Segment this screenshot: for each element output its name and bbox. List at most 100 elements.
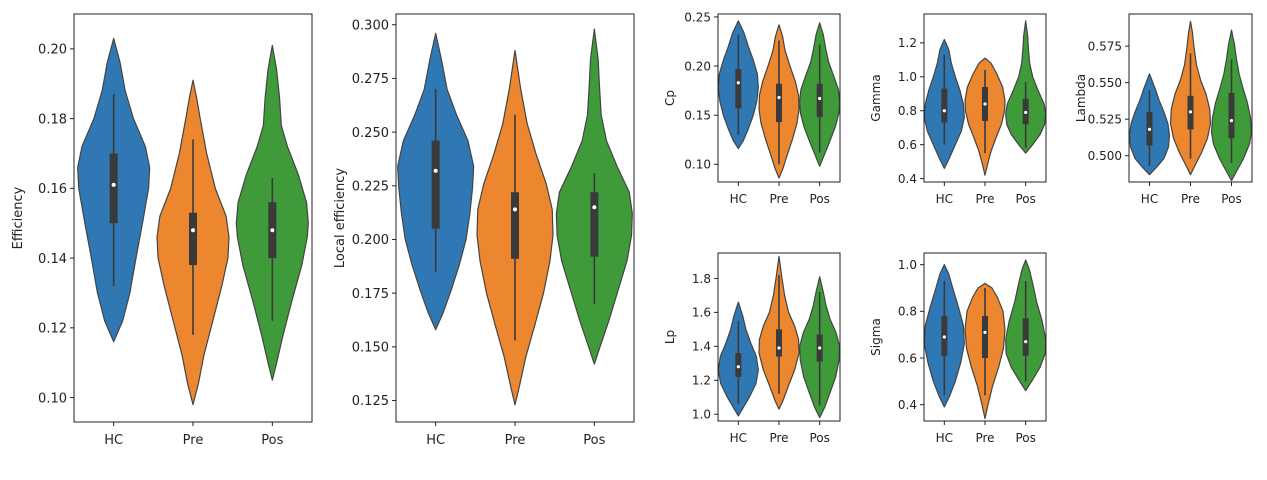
ytick-label: 1.0 <box>898 70 917 84</box>
median-dot-hc <box>433 168 438 173</box>
ytick-label: 0.4 <box>898 398 917 412</box>
ytick-label: 0.125 <box>352 394 389 409</box>
ytick-label: 0.12 <box>38 322 67 337</box>
median-dot-pos <box>270 228 275 233</box>
median-dot-hc <box>1147 127 1152 132</box>
panel-lambda: 0.500 0.525 0.550 0.575 HC Pre Pos Lambda <box>1074 13 1253 206</box>
median-dot-pos <box>592 205 597 210</box>
xtick-label: Pre <box>769 192 788 206</box>
median-dot-pre <box>983 102 987 106</box>
median-dot-pre <box>191 228 195 233</box>
xtick-label: Pre <box>505 433 526 448</box>
xtick-label: Pos <box>1015 192 1035 206</box>
median-dot-pos <box>1229 119 1234 123</box>
median-dot-hc <box>111 182 116 187</box>
iqr-box-hc <box>735 69 742 109</box>
median-dot-hc <box>942 335 946 339</box>
ylabel: Lp <box>663 330 677 344</box>
iqr-box-pre <box>511 192 519 259</box>
median-dot-pre <box>777 95 781 100</box>
ytick-label: 0.14 <box>38 252 67 267</box>
median-dot-pre <box>1188 110 1193 114</box>
xtick-label: Pre <box>769 431 788 445</box>
xtick-label: Pre <box>1181 192 1200 206</box>
ytick-label: 0.25 <box>684 10 711 24</box>
ytick-label: 0.10 <box>38 391 67 406</box>
ylabel: Sigma <box>869 318 883 356</box>
median-dot-hc <box>736 365 740 369</box>
ytick-label: 0.175 <box>352 287 389 302</box>
ytick-label: 0.225 <box>352 179 389 194</box>
ylabel: Local efficiency <box>333 168 348 269</box>
iqr-box-pos <box>816 83 823 118</box>
iqr-box-hc <box>109 153 118 224</box>
xtick-label: HC <box>936 192 953 206</box>
panel-gamma: 0.4 0.6 0.8 1.0 1.2 HC Pre Pos Gamma <box>869 13 1047 206</box>
xtick-label: Pos <box>261 433 283 448</box>
xtick-label: HC <box>426 433 445 448</box>
ytick-label: 0.4 <box>898 172 917 186</box>
ytick-label: 1.0 <box>692 408 711 422</box>
ytick-label: 0.20 <box>38 43 67 58</box>
ytick-label: 0.18 <box>38 112 67 127</box>
xtick-label: HC <box>1141 192 1158 206</box>
panel-local-efficiency: 0.125 0.150 0.175 0.200 0.225 0.250 0.275 0.300… <box>333 13 635 448</box>
ytick-label: 1.6 <box>692 306 711 320</box>
panel-sigma: 0.4 0.6 0.8 1.0 HC Pre Pos Sigma <box>869 252 1047 445</box>
ytick-label: 0.6 <box>898 351 917 365</box>
xtick-label: Pos <box>809 192 829 206</box>
ylabel: Gamma <box>869 74 883 121</box>
median-dot-hc <box>736 81 740 85</box>
median-dot-hc <box>942 109 946 113</box>
ytick-label: 1.2 <box>692 374 711 388</box>
median-dot-pre <box>983 330 987 334</box>
ytick-label: 0.300 <box>352 18 389 33</box>
ytick-label: 0.20 <box>684 59 711 73</box>
xtick-label: HC <box>104 433 123 448</box>
ytick-label: 1.2 <box>898 36 917 50</box>
ytick-label: 1.0 <box>898 258 917 272</box>
iqr-box-pos <box>1022 318 1029 356</box>
ytick-label: 1.8 <box>692 272 711 286</box>
ytick-label: 0.275 <box>352 72 389 87</box>
iqr-box-hc <box>941 88 948 123</box>
iqr-box-pos <box>1228 92 1235 139</box>
iqr-box-hc <box>735 353 742 377</box>
ytick-label: 0.10 <box>684 158 711 172</box>
median-dot-pre <box>777 346 781 350</box>
ylabel: Lambda <box>1074 74 1088 122</box>
median-dot-pre <box>513 207 517 212</box>
iqr-box-pos <box>590 192 599 257</box>
ytick-label: 0.550 <box>1088 76 1122 90</box>
ytick-label: 0.525 <box>1088 113 1122 127</box>
iqr-box-pre <box>982 316 988 358</box>
xtick-label: Pre <box>975 431 994 445</box>
xtick-label: Pos <box>1221 192 1241 206</box>
ytick-label: 0.200 <box>352 233 389 248</box>
iqr-box-pre <box>776 83 782 123</box>
panel-efficiency: 0.10 0.12 0.14 0.16 0.18 0.20 HC Pre Pos Efficien… <box>11 13 313 448</box>
ylabel: Cp <box>663 90 677 106</box>
median-dot-pos <box>1024 110 1028 115</box>
ytick-label: 0.575 <box>1088 39 1122 53</box>
ytick-label: 0.150 <box>352 341 389 356</box>
iqr-box-pre <box>189 212 197 266</box>
median-dot-pos <box>818 96 822 101</box>
ytick-label: 0.500 <box>1088 149 1122 163</box>
ytick-label: 0.15 <box>684 109 711 123</box>
xtick-label: Pre <box>975 192 994 206</box>
xtick-label: HC <box>936 431 953 445</box>
xtick-label: Pos <box>583 433 605 448</box>
ytick-label: 0.16 <box>38 182 67 197</box>
ytick-label: 0.250 <box>352 126 389 141</box>
ylabel: Efficiency <box>11 186 26 249</box>
median-dot-pos <box>818 346 822 350</box>
panel-lp: 1.0 1.2 1.4 1.6 1.8 HC Pre Pos Lp <box>663 252 841 445</box>
ytick-label: 0.8 <box>898 104 917 118</box>
ytick-label: 0.8 <box>898 305 917 319</box>
iqr-box-pre <box>776 329 782 357</box>
ytick-label: 1.4 <box>692 340 711 354</box>
xtick-label: Pre <box>183 433 204 448</box>
iqr-box-hc <box>431 140 440 229</box>
